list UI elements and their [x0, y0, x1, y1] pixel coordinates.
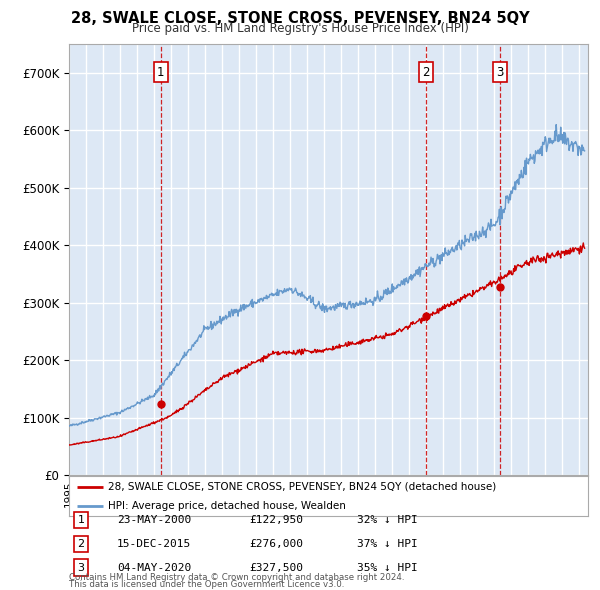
Text: 2: 2 — [77, 539, 85, 549]
Text: 35% ↓ HPI: 35% ↓ HPI — [357, 563, 418, 572]
Text: 3: 3 — [497, 65, 504, 78]
Text: 2: 2 — [422, 65, 430, 78]
Text: 28, SWALE CLOSE, STONE CROSS, PEVENSEY, BN24 5QY: 28, SWALE CLOSE, STONE CROSS, PEVENSEY, … — [71, 11, 529, 25]
Text: 28, SWALE CLOSE, STONE CROSS, PEVENSEY, BN24 5QY (detached house): 28, SWALE CLOSE, STONE CROSS, PEVENSEY, … — [108, 482, 496, 492]
Text: 32% ↓ HPI: 32% ↓ HPI — [357, 516, 418, 525]
Text: 3: 3 — [77, 563, 85, 572]
Text: Contains HM Land Registry data © Crown copyright and database right 2024.: Contains HM Land Registry data © Crown c… — [69, 573, 404, 582]
Text: 1: 1 — [157, 65, 164, 78]
Text: Price paid vs. HM Land Registry's House Price Index (HPI): Price paid vs. HM Land Registry's House … — [131, 22, 469, 35]
Text: This data is licensed under the Open Government Licence v3.0.: This data is licensed under the Open Gov… — [69, 580, 344, 589]
Text: £276,000: £276,000 — [249, 539, 303, 549]
Text: £327,500: £327,500 — [249, 563, 303, 572]
Text: 15-DEC-2015: 15-DEC-2015 — [117, 539, 191, 549]
Text: HPI: Average price, detached house, Wealden: HPI: Average price, detached house, Weal… — [108, 502, 346, 511]
Text: 1: 1 — [77, 516, 85, 525]
Text: £122,950: £122,950 — [249, 516, 303, 525]
Text: 04-MAY-2020: 04-MAY-2020 — [117, 563, 191, 572]
Text: 37% ↓ HPI: 37% ↓ HPI — [357, 539, 418, 549]
Text: 23-MAY-2000: 23-MAY-2000 — [117, 516, 191, 525]
